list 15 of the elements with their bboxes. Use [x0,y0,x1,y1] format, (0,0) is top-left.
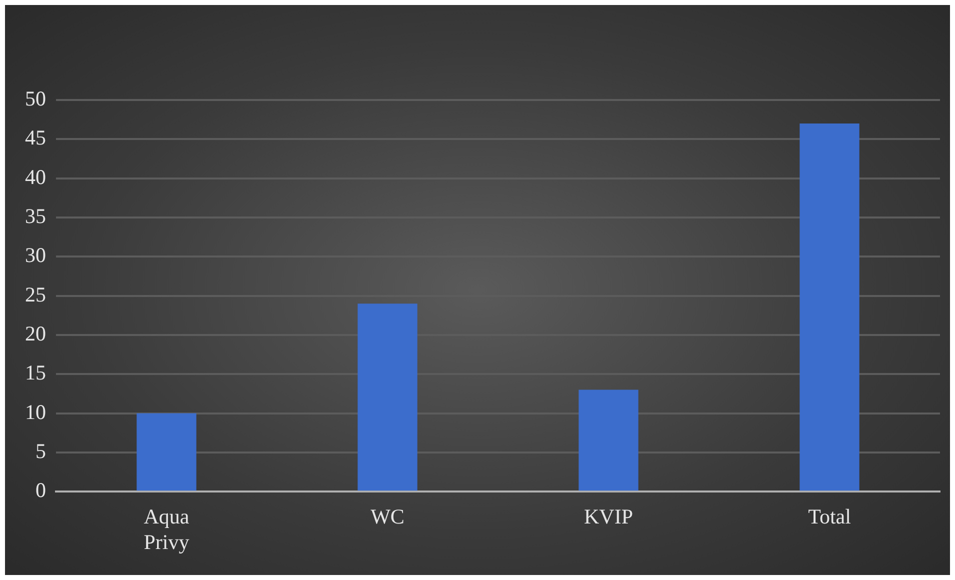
y-tick-label: 10 [25,400,46,424]
x-tick-label: KVIP [584,504,634,529]
y-tick-label: 30 [25,243,46,268]
y-tick-label: 35 [25,204,46,228]
y-tick-label: 40 [25,164,46,189]
y-tick-label: 5 [36,438,46,463]
y-tick-label: 50 [25,86,46,111]
y-tick-label: 25 [25,282,46,306]
x-tick-label: Total [808,504,852,529]
y-tick-label: 0 [36,478,46,502]
x-tick-label: WC [370,504,404,529]
y-tick-label: 20 [25,321,46,346]
y-tick-label: 15 [25,360,46,385]
y-tick-label: 45 [25,126,46,150]
x-tick-label: Aqua Privy [144,504,190,554]
